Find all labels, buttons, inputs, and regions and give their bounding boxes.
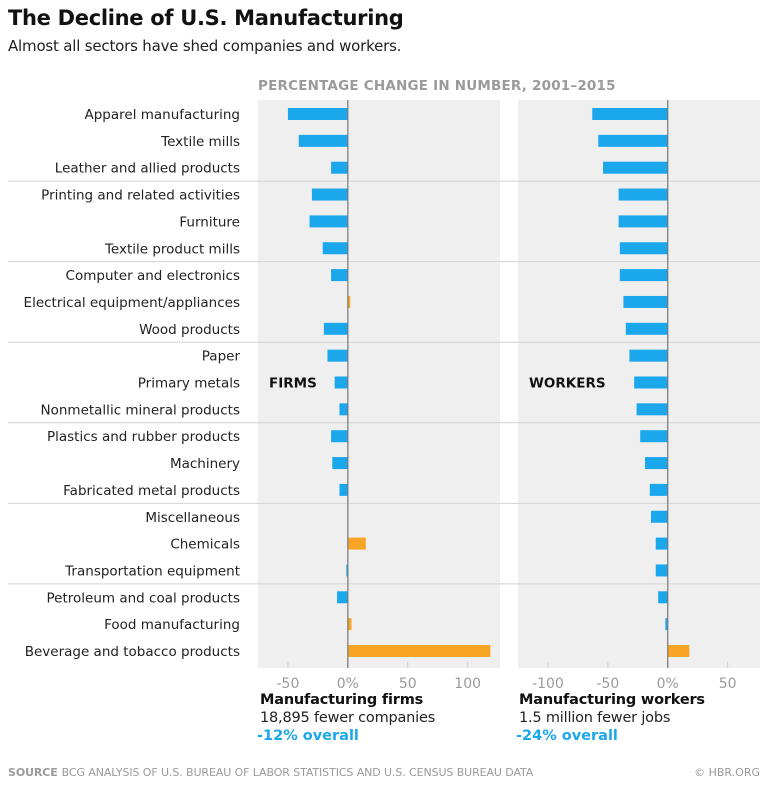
firms-summary-overall: -12% overall [257,728,359,744]
bar-firms [334,376,348,389]
category-label: Chemicals [170,537,240,553]
category-label: Plastics and rubber products [47,429,240,445]
bar-firms [346,564,348,577]
category-label: Textile product mills [104,241,240,257]
bar-workers [619,269,668,282]
tick-label: 100 [454,676,481,692]
tick-label: -50 [596,676,619,692]
category-label: Paper [202,349,241,365]
tick-label: -100 [532,676,564,692]
firms-summary: Manufacturing firms 18,895 fewer compani… [257,692,436,744]
bar-workers [667,645,690,657]
axis-title: PERCENTAGE CHANGE IN NUMBER, 2001–2015 [258,78,616,94]
category-label: Computer and electronics [66,268,240,284]
bar-firms [323,322,348,335]
bar-firms [309,215,348,228]
bar-firms [298,134,348,147]
bar-workers [629,349,668,362]
bar-workers [644,457,668,470]
category-label: Furniture [179,214,240,230]
bar-workers [619,242,668,255]
category-label: Machinery [170,456,240,472]
workers-summary-detail: 1.5 million fewer jobs [519,710,671,726]
bar-firms [331,161,348,174]
category-label: Miscellaneous [145,510,240,526]
category-label: Transportation equipment [64,563,240,579]
workers-summary-heading: Manufacturing workers [519,692,705,708]
bar-workers [658,591,668,604]
category-label: Printing and related activities [41,188,240,204]
bar-workers [655,537,668,550]
category-label: Electrical equipment/appliances [24,295,240,311]
bar-firms [287,108,348,120]
bar-workers [640,430,668,443]
tick-label: 0% [657,676,679,692]
panel-label-workers: WORKERS [529,376,606,392]
bar-workers [636,403,668,416]
bar-workers [603,161,668,174]
bar-workers [634,376,668,389]
bar-firms [332,457,348,470]
category-label: Leather and allied products [55,161,240,177]
bar-firms [347,537,366,550]
bar-workers [592,108,668,120]
bar-firms [337,591,348,604]
bar-firms [339,403,348,416]
bar-workers [618,188,668,201]
bar-workers [650,510,668,523]
category-label: Nonmetallic mineral products [41,402,241,418]
category-label: Apparel manufacturing [84,107,240,123]
bar-firms [322,242,348,255]
category-label: Food manufacturing [104,617,240,633]
bar-firms [347,295,351,308]
bar-firms [347,645,491,657]
bar-workers [665,618,668,631]
bar-workers [618,215,668,228]
credit: © HBR.ORG [694,766,760,779]
source-text: BCG ANALYSIS OF U.S. BUREAU OF LABOR STA… [61,766,534,779]
chart-title: The Decline of U.S. Manufacturing [8,6,404,30]
category-label: Wood products [139,322,240,338]
bar-firms [331,269,348,282]
bar-workers [625,322,668,335]
tick-label: 50 [399,676,417,692]
bar-workers [623,295,668,308]
category-label: Beverage and tobacco products [25,644,240,660]
bar-firms [331,430,348,443]
source-label: SOURCE [8,766,58,779]
bar-firms [347,618,352,631]
bar-workers [655,564,668,577]
source-note: SOURCE BCG ANALYSIS OF U.S. BUREAU OF LAB… [8,766,533,779]
bar-firms [327,349,348,362]
workers-summary-overall: -24% overall [516,728,618,744]
firms-summary-detail: 18,895 fewer companies [260,710,436,726]
firms-summary-heading: Manufacturing firms [260,692,424,708]
category-label: Petroleum and coal products [47,590,240,606]
workers-summary: Manufacturing workers 1.5 million fewer … [516,692,705,744]
bar-workers [649,483,668,496]
category-label: Primary metals [138,376,240,392]
bar-firms [311,188,348,201]
panel-background-firms [258,100,500,668]
category-label: Fabricated metal products [63,483,240,499]
bar-workers [598,134,668,147]
tick-label: 0% [337,676,359,692]
category-label: Textile mills [160,134,240,150]
panel-label-firms: FIRMS [269,376,317,392]
tick-label: -50 [277,676,300,692]
bar-firms [339,483,348,496]
tick-label: 50 [719,676,737,692]
chart-subtitle: Almost all sectors have shed companies a… [8,37,402,55]
